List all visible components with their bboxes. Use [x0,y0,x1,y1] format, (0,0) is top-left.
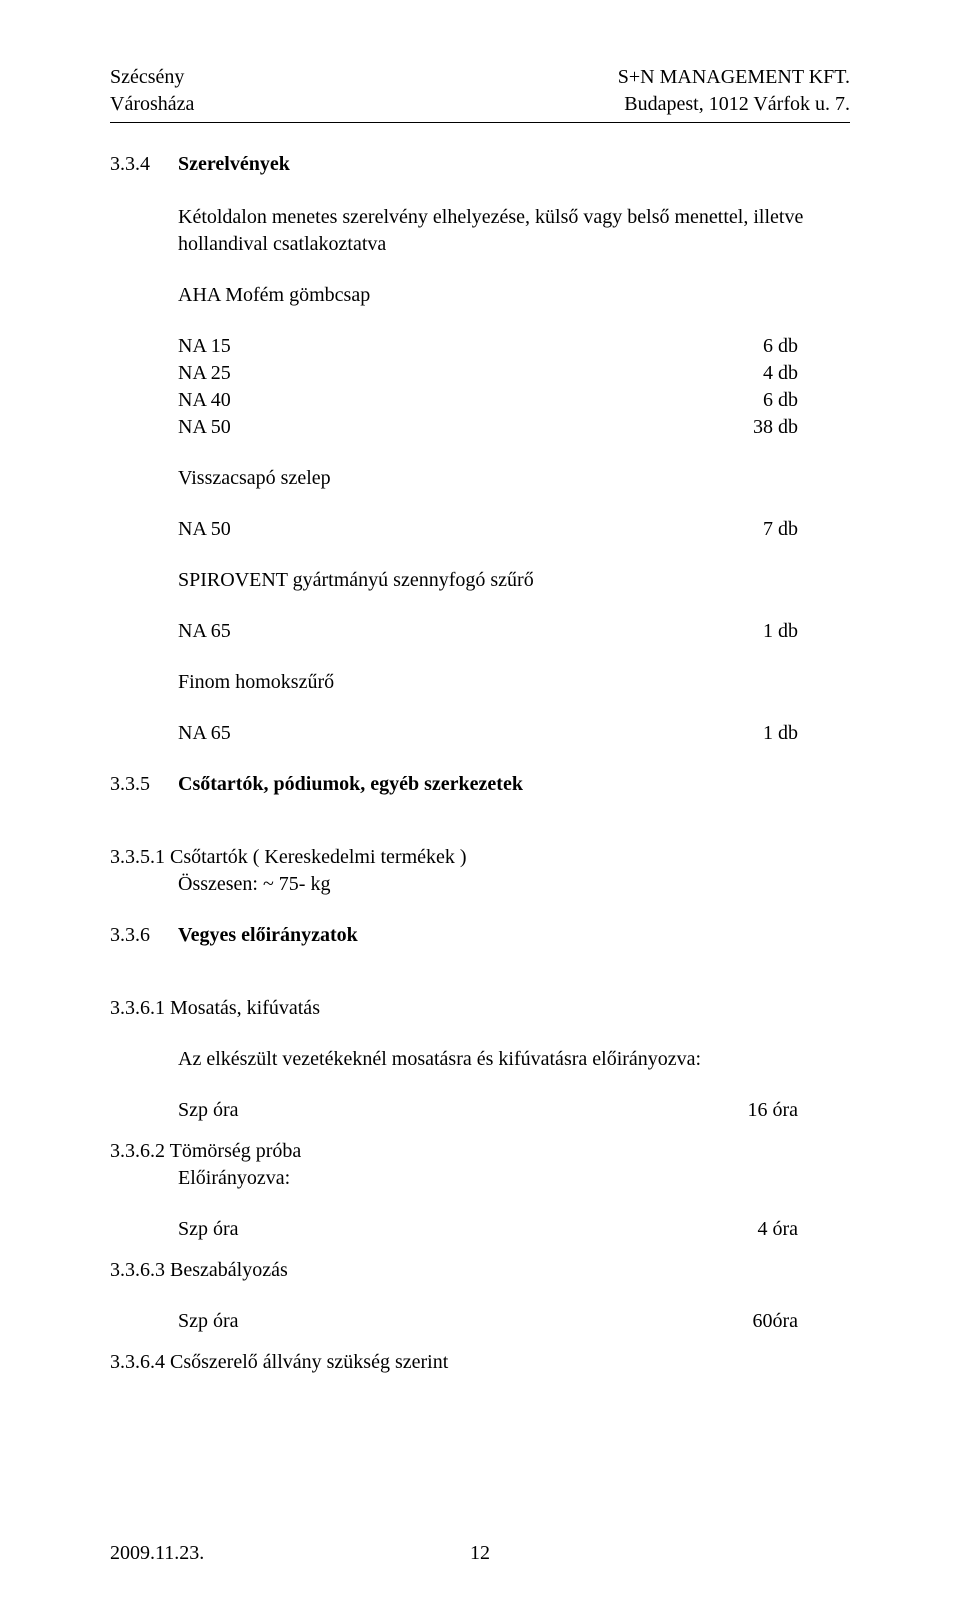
item-key: NA 40 [178,387,231,414]
item-key: Szp óra [178,1097,747,1124]
section-335-heading: 3.3.5 Csőtartók, pódiumok, egyéb szerkez… [110,771,850,798]
group2-list: NA 50 7 db [178,516,798,543]
subsection-3361-title: Mosatás, kifúvatás [170,997,320,1019]
subsection-3364-title: Csőszerelő állvány szükség szerint [170,1351,448,1373]
section-336-number: 3.3.6 [110,922,162,949]
item-value: 7 db [763,516,798,543]
list-item: NA 50 38 db [178,414,798,441]
page-footer: 2009.11.23. 12 [110,1540,850,1567]
subsection-3361-num: 3.3.6.1 [110,997,165,1019]
footer-page-number: 12 [450,1540,510,1567]
section-336-heading: 3.3.6 Vegyes előirányzatok [110,922,850,949]
section-335-number: 3.3.5 [110,771,162,798]
subsection-3361-text: Az elkészült vezetékeknél mosatásra és k… [178,1046,850,1073]
group4-list: NA 65 1 db [178,720,798,747]
footer-spacer [510,1540,850,1567]
item-value: 1 db [763,618,798,645]
subsection-3351-title: Csőtartók ( Kereskedelmi termékek ) [170,846,467,868]
list-item: NA 65 1 db [178,618,798,645]
intro-line1: Kétoldalon menetes szerelvény elhelyezés… [178,204,850,231]
item-key: NA 50 [178,414,231,441]
subsection-3364: 3.3.6.4 Csőszerelő állvány szükség szeri… [110,1349,850,1376]
subsection-3351: 3.3.5.1 Csőtartók ( Kereskedelmi terméke… [110,844,850,871]
section-334-title: Szerelvények [178,151,290,178]
item-value: 1 db [763,720,798,747]
list-item: NA 50 7 db [178,516,798,543]
section-334-heading: 3.3.4 Szerelvények [110,151,850,178]
subsection-3363-item: Szp óra 60óra [178,1308,798,1335]
header-rule [110,122,850,123]
item-key: NA 50 [178,516,231,543]
item-value: 38 db [753,414,798,441]
subsection-3363: 3.3.6.3 Beszabályozás [110,1257,850,1284]
group3-heading: SPIROVENT gyártmányú szennyfogó szűrő [178,567,850,594]
subsection-3351-line2: Összesen: ~ 75- kg [178,871,850,898]
group4-heading: Finom homokszűrő [178,669,850,696]
item-key: NA 25 [178,360,231,387]
group3-list: NA 65 1 db [178,618,798,645]
subsection-3362-item: Szp óra 4 óra [178,1216,798,1243]
header-right-line2: Budapest, 1012 Várfok u. 7. [618,91,850,118]
item-value: 6 db [763,333,798,360]
header-right: S+N MANAGEMENT KFT. Budapest, 1012 Várfo… [618,64,850,118]
list-item: NA 15 6 db [178,333,798,360]
list-item: NA 40 6 db [178,387,798,414]
item-key: Szp óra [178,1308,752,1335]
header-left-line2: Városháza [110,91,194,118]
subsection-3363-title: Beszabályozás [170,1259,288,1281]
page: Szécsény Városháza S+N MANAGEMENT KFT. B… [0,0,960,1613]
header-left-line1: Szécsény [110,64,194,91]
subsection-3361-item: Szp óra 16 óra [178,1097,798,1124]
subsection-3362-num: 3.3.6.2 [110,1140,165,1162]
section-334-intro: Kétoldalon menetes szerelvény elhelyezés… [178,204,850,258]
list-item: NA 65 1 db [178,720,798,747]
section-335-title: Csőtartók, pódiumok, egyéb szerkezetek [178,771,523,798]
subsection-3361: 3.3.6.1 Mosatás, kifúvatás [110,995,850,1022]
item-key: NA 15 [178,333,231,360]
item-value: 16 óra [747,1097,798,1124]
subsection-3362-line2: Előirányozva: [178,1165,850,1192]
list-item: Szp óra 16 óra [178,1097,798,1124]
header-right-line1: S+N MANAGEMENT KFT. [618,64,850,91]
item-key: NA 65 [178,720,231,747]
list-item: Szp óra 4 óra [178,1216,798,1243]
section-336-title: Vegyes előirányzatok [178,922,358,949]
group1-list: NA 15 6 db NA 25 4 db NA 40 6 db NA 50 3… [178,333,798,441]
list-item: NA 25 4 db [178,360,798,387]
list-item: Szp óra 60óra [178,1308,798,1335]
subsection-3362-title: Tömörség próba [170,1140,302,1162]
header-left: Szécsény Városháza [110,64,194,118]
page-header: Szécsény Városháza S+N MANAGEMENT KFT. B… [110,64,850,118]
item-value: 4 óra [757,1216,798,1243]
item-value: 6 db [763,387,798,414]
item-key: NA 65 [178,618,231,645]
footer-date: 2009.11.23. [110,1540,450,1567]
subsection-3364-num: 3.3.6.4 [110,1351,165,1373]
item-value: 60óra [752,1308,798,1335]
subsection-3362: 3.3.6.2 Tömörség próba [110,1138,850,1165]
section-334-number: 3.3.4 [110,151,162,178]
subsection-3363-num: 3.3.6.3 [110,1259,165,1281]
intro-line2: hollandival csatlakoztatva [178,231,850,258]
group2-heading: Visszacsapó szelep [178,465,850,492]
subsection-3351-num: 3.3.5.1 [110,846,165,868]
item-value: 4 db [763,360,798,387]
item-key: Szp óra [178,1216,757,1243]
group1-heading: AHA Mofém gömbcsap [178,282,850,309]
